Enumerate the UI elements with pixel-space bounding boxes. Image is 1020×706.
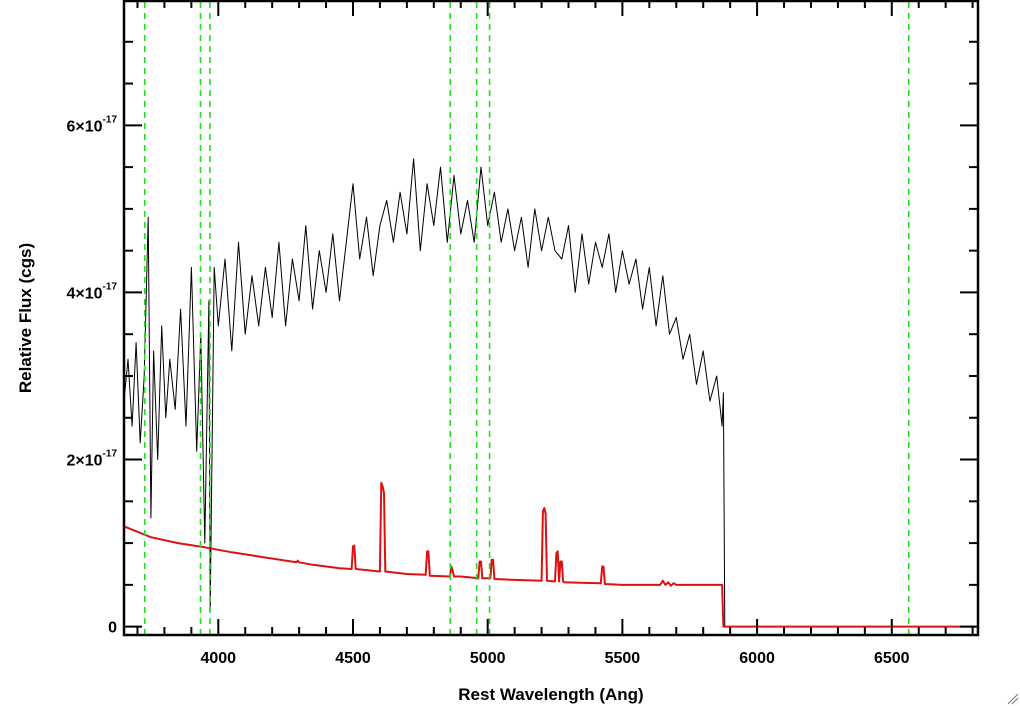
y-axis-title: Relative Flux (cgs) [16, 243, 35, 393]
x-axis-title: Rest Wavelength (Ang) [458, 685, 643, 704]
x-tick-label: 5500 [605, 650, 641, 667]
y-tick-label: 0 [108, 620, 117, 637]
y-tick-label: 4×10-17 [67, 281, 118, 302]
x-tick-label: 5000 [470, 650, 506, 667]
series-line-1 [123, 158, 726, 627]
y-tick-label: 2×10-17 [67, 449, 118, 470]
resize-grip-icon[interactable] [1007, 693, 1019, 705]
x-tick-label: 6500 [874, 650, 910, 667]
series-line-2 [123, 481, 978, 628]
ticks-layer: 4000 4500 5000 5500 6000 6500 0 2×10-17 4×10-17 6… [67, 0, 978, 667]
series-layer [123, 158, 978, 628]
x-tick-label: 4000 [200, 650, 236, 667]
x-tick-label: 6000 [739, 650, 775, 667]
y-tick-label: 6×10-17 [67, 114, 118, 135]
plot-frame [122, 0, 980, 637]
x-tick-label: 4500 [335, 650, 371, 667]
